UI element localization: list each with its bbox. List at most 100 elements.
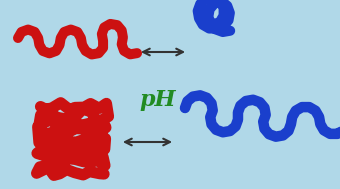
Circle shape (64, 154, 73, 163)
Circle shape (203, 94, 211, 102)
Circle shape (62, 165, 71, 174)
Circle shape (74, 120, 83, 129)
Circle shape (56, 162, 65, 171)
Circle shape (320, 126, 328, 134)
Circle shape (288, 113, 296, 121)
Circle shape (101, 122, 110, 131)
Circle shape (234, 108, 242, 117)
Circle shape (85, 167, 94, 176)
Circle shape (77, 34, 85, 42)
Circle shape (57, 153, 66, 162)
Circle shape (113, 21, 121, 29)
Circle shape (100, 23, 108, 31)
Circle shape (95, 139, 104, 148)
Circle shape (34, 138, 44, 147)
Circle shape (106, 20, 114, 28)
Circle shape (78, 41, 86, 49)
Circle shape (99, 44, 107, 52)
Circle shape (195, 14, 203, 22)
Circle shape (78, 105, 87, 114)
Circle shape (236, 101, 244, 110)
Circle shape (58, 145, 67, 154)
Circle shape (86, 125, 95, 134)
FancyArrowPatch shape (143, 49, 183, 55)
Circle shape (79, 157, 87, 166)
Circle shape (47, 144, 56, 153)
Circle shape (42, 117, 51, 126)
Circle shape (56, 139, 65, 148)
Circle shape (272, 132, 280, 141)
Circle shape (97, 138, 106, 147)
Circle shape (46, 109, 54, 119)
Circle shape (47, 104, 56, 112)
Circle shape (36, 111, 45, 119)
FancyArrowPatch shape (125, 139, 170, 145)
Circle shape (102, 99, 111, 108)
Circle shape (70, 150, 79, 159)
Circle shape (77, 124, 86, 133)
Circle shape (66, 138, 75, 146)
Circle shape (87, 142, 96, 151)
Circle shape (86, 107, 95, 116)
Circle shape (207, 99, 216, 108)
Circle shape (220, 12, 227, 19)
Circle shape (196, 91, 204, 100)
Circle shape (242, 97, 250, 105)
Circle shape (56, 98, 65, 107)
Circle shape (298, 103, 306, 111)
Circle shape (119, 33, 127, 41)
Circle shape (209, 21, 217, 29)
Circle shape (339, 126, 340, 134)
Circle shape (82, 47, 90, 55)
Circle shape (256, 98, 264, 106)
Circle shape (85, 146, 94, 155)
Circle shape (260, 125, 269, 133)
Circle shape (206, 113, 215, 121)
Circle shape (42, 152, 51, 161)
Circle shape (34, 34, 42, 42)
Circle shape (66, 127, 75, 136)
Circle shape (205, 25, 213, 33)
Circle shape (94, 118, 102, 127)
Circle shape (279, 131, 287, 140)
Circle shape (218, 0, 225, 5)
Circle shape (94, 147, 103, 156)
Circle shape (219, 128, 227, 136)
Circle shape (86, 99, 95, 108)
Circle shape (194, 7, 202, 15)
Circle shape (60, 28, 68, 36)
Circle shape (181, 104, 189, 112)
Circle shape (216, 0, 224, 5)
Circle shape (70, 103, 79, 112)
Circle shape (85, 135, 95, 144)
Circle shape (49, 171, 58, 180)
Circle shape (207, 120, 216, 129)
Circle shape (71, 124, 80, 133)
Circle shape (65, 152, 74, 161)
Circle shape (96, 169, 104, 178)
Circle shape (70, 168, 79, 177)
Circle shape (64, 118, 73, 127)
Circle shape (234, 115, 242, 124)
Circle shape (133, 49, 141, 57)
Circle shape (261, 111, 270, 119)
Circle shape (56, 132, 65, 141)
Circle shape (55, 41, 64, 49)
Circle shape (39, 116, 48, 125)
Circle shape (65, 105, 74, 114)
Circle shape (207, 20, 215, 28)
Circle shape (202, 0, 210, 3)
Circle shape (85, 158, 94, 167)
Circle shape (219, 28, 227, 36)
Circle shape (202, 18, 210, 26)
Circle shape (198, 12, 206, 19)
Circle shape (316, 120, 324, 128)
Circle shape (52, 47, 60, 55)
Circle shape (118, 40, 126, 48)
Circle shape (315, 113, 323, 121)
Circle shape (50, 165, 59, 174)
Circle shape (73, 28, 81, 36)
Circle shape (33, 122, 42, 131)
Circle shape (95, 104, 104, 113)
Circle shape (79, 170, 88, 179)
